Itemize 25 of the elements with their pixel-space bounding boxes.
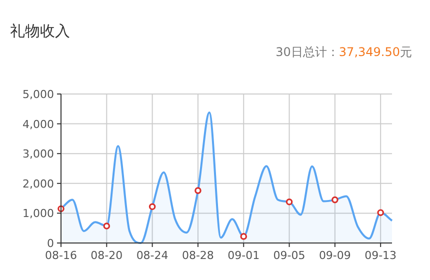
y-tick-label: 1,000 <box>22 207 54 220</box>
y-tick-label: 2,000 <box>22 177 54 190</box>
x-tick-label: 09-13 <box>364 249 397 262</box>
y-tick-label: 0 <box>47 237 54 250</box>
y-tick-label: 4,000 <box>22 118 54 131</box>
point <box>194 187 202 194</box>
x-tick-label: 08-24 <box>136 249 168 262</box>
y-tick-label: 5,000 <box>22 88 54 101</box>
text: 元 <box>400 45 412 59</box>
x-tick-label: 08-20 <box>90 249 123 262</box>
x-tick-label: 09-09 <box>318 249 351 262</box>
point <box>377 209 384 216</box>
x-tick-label: 08-16 <box>45 249 77 262</box>
x-tick-label: 08-28 <box>182 249 214 262</box>
point <box>148 203 156 210</box>
text: 37,349.50 <box>338 45 400 59</box>
point <box>332 196 338 204</box>
point <box>240 233 248 240</box>
point <box>286 198 293 206</box>
chart-title: 礼物收入 <box>10 22 70 40</box>
y-tick-label: 3,000 <box>22 148 54 161</box>
x-tick-label: 09-01 <box>228 249 260 262</box>
x-tick-label: 09-05 <box>273 249 306 262</box>
point <box>103 222 110 230</box>
text: 30日总计： <box>276 45 339 59</box>
